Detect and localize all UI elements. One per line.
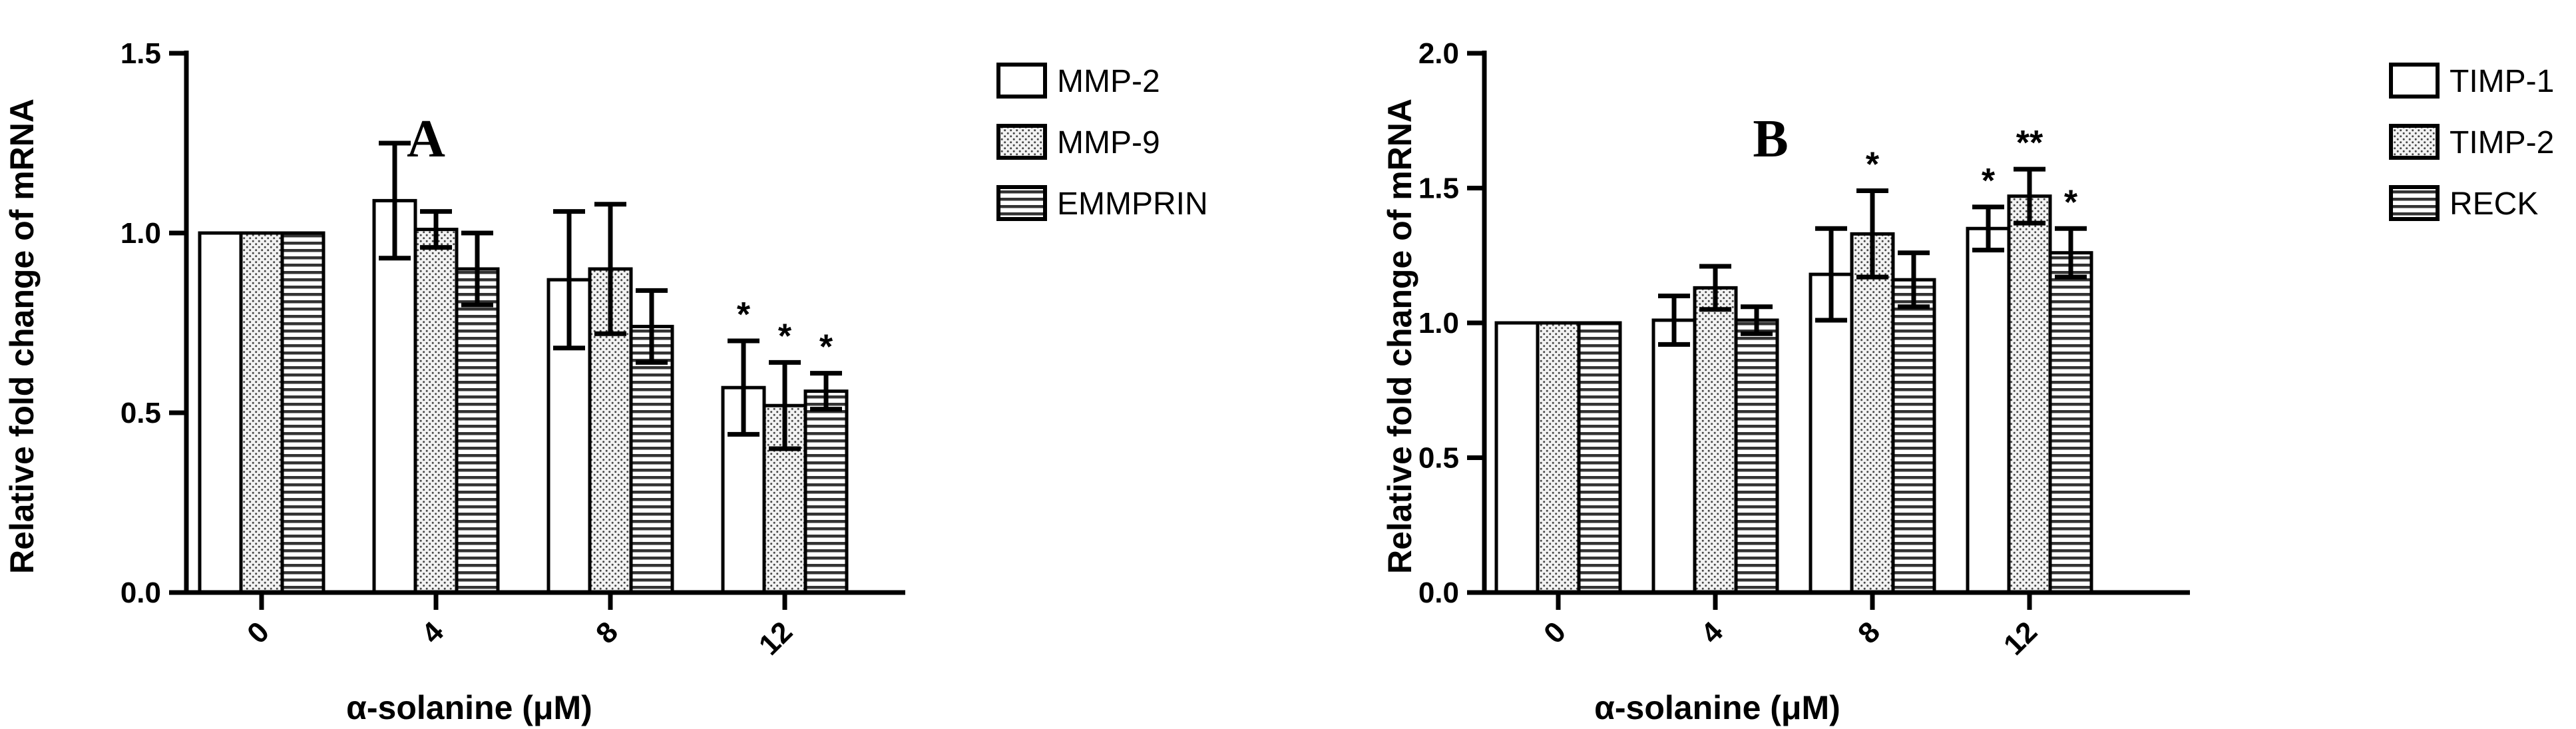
bar — [1577, 321, 1622, 595]
significance-mark: * — [1982, 162, 1996, 200]
y-tick-label: 2.0 — [1418, 37, 1459, 70]
bar — [413, 228, 459, 595]
y-tick-label: 0.5 — [120, 397, 161, 429]
y-tick-label: 1.5 — [1418, 172, 1459, 205]
legend-label: MMP-9 — [1057, 125, 1160, 160]
legend-swatch — [2389, 185, 2440, 221]
bar — [1891, 278, 1936, 595]
bar — [239, 231, 284, 595]
x-tick-label: 8 — [1852, 615, 1886, 650]
legend-swatch — [2389, 63, 2440, 99]
significance-mark: * — [778, 317, 792, 356]
significance-mark: * — [737, 296, 751, 334]
bar — [198, 231, 243, 595]
x-tick-label: 0 — [1538, 615, 1572, 650]
x-tick-label: 4 — [415, 615, 450, 650]
legend-swatch — [996, 124, 1047, 160]
y-axis-title: Relative fold change of mRNA — [1381, 99, 1418, 574]
significance-mark: * — [2064, 183, 2078, 222]
y-tick-label: 1.0 — [120, 217, 161, 250]
y-tick-label: 0.5 — [1418, 442, 1459, 475]
bar — [1536, 321, 1581, 595]
x-tick-label: 4 — [1695, 615, 1729, 650]
legend-label: RECK — [2450, 186, 2538, 222]
bar — [280, 231, 325, 595]
y-axis-title: Relative fold change of mRNA — [3, 99, 41, 574]
significance-mark: ** — [2016, 124, 2043, 162]
bar — [1850, 232, 1895, 595]
x-tick-label: 12 — [753, 615, 799, 661]
legend-label: MMP-2 — [1057, 64, 1160, 99]
bar — [629, 324, 674, 595]
significance-mark: * — [1866, 146, 1880, 184]
significance-mark: * — [819, 328, 833, 367]
panel-label: A — [407, 110, 445, 168]
bar — [1494, 321, 1540, 595]
x-tick-label: 8 — [590, 615, 624, 650]
x-axis-title: α-solanine (μM) — [346, 689, 592, 726]
bar — [1693, 286, 1738, 595]
bar — [1734, 318, 1779, 595]
bar — [2048, 251, 2093, 595]
bar — [455, 267, 500, 595]
x-tick-label: 0 — [241, 615, 276, 650]
legend-label: TIMP-1 — [2450, 64, 2554, 99]
y-tick-label: 0.0 — [1418, 577, 1459, 609]
legend-swatch — [2389, 124, 2440, 160]
legend-label: EMMPRIN — [1057, 186, 1208, 222]
legend-swatch — [996, 185, 1047, 221]
y-tick-label: 0.0 — [120, 577, 161, 609]
bar — [1966, 226, 2011, 595]
bar — [1651, 318, 1697, 595]
legend-label: TIMP-2 — [2450, 125, 2554, 160]
y-tick-label: 1.0 — [1418, 307, 1459, 340]
x-axis-title: α-solanine (μM) — [1594, 689, 1840, 726]
x-tick-label: 12 — [1998, 615, 2043, 661]
chart-panel-a: * * * 0.0 0.5 1.0 1.5 0 4 8 12 Relative fold change… — [3, 37, 1208, 726]
y-tick-label: 1.5 — [120, 37, 161, 70]
bar — [2007, 194, 2052, 595]
panel-label: B — [1753, 110, 1788, 168]
bar — [803, 389, 849, 595]
legend-swatch — [996, 63, 1047, 99]
